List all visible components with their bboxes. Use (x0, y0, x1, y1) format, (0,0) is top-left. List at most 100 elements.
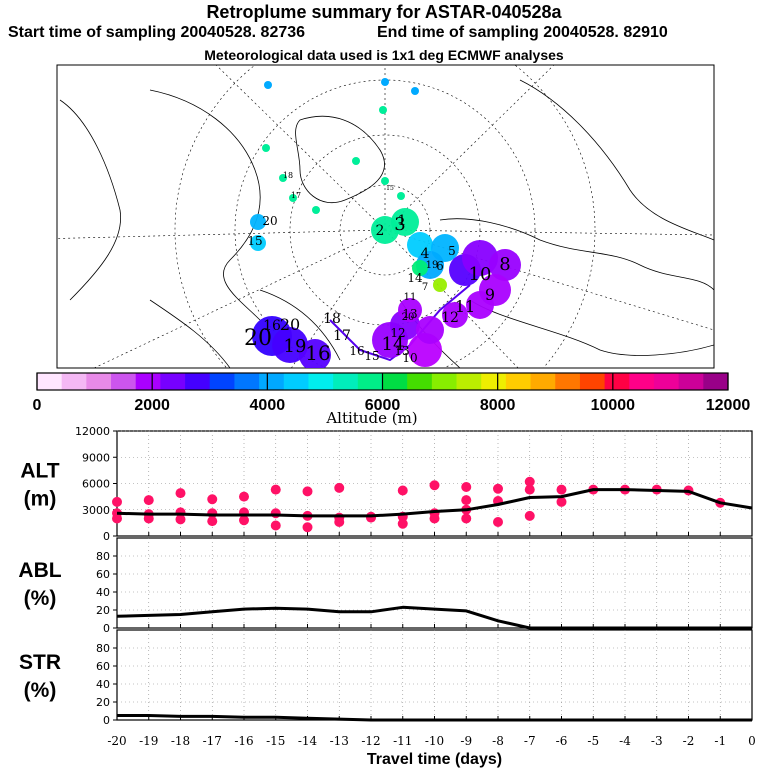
plume-cluster-marker (250, 235, 266, 251)
altitude-sample-point (239, 491, 249, 502)
y-tick-label: 20 (96, 604, 110, 617)
altitude-sample-point (302, 486, 313, 497)
colorbar-segment (86, 373, 112, 390)
plume-cluster-marker (299, 339, 331, 368)
altitude-sample-point (207, 516, 218, 527)
y-tick-label: 60 (96, 568, 110, 581)
plume-small-marker (264, 81, 272, 89)
altitude-sample-point (175, 488, 186, 499)
altitude-sample-point (270, 520, 281, 531)
x-tick-label: -10 (425, 734, 444, 748)
panel-abl: 0 20 40 60 80 ABL (%) (18, 537, 753, 635)
plume-small-marker (379, 106, 387, 114)
plume-day-label: 20 (244, 326, 272, 351)
colorbar-tick-label: 6000 (365, 397, 401, 414)
plume-small-marker (312, 206, 320, 214)
colorbar-segment (234, 373, 260, 390)
colorbar-segment (185, 373, 211, 390)
colorbar-segment (283, 373, 309, 390)
y-tick-label: 0 (103, 530, 110, 543)
colorbar-segment (382, 373, 408, 390)
plume-day-label: 15 (386, 185, 394, 192)
plume-day-label: 12 (441, 310, 459, 326)
met-data-note: Meteorological data used is 1x1 deg ECMW… (204, 47, 564, 63)
plume-day-label: 15 (364, 349, 379, 363)
x-tick-label: -9 (460, 734, 472, 748)
altitude-sample-point (112, 496, 122, 507)
colorbar-segment (37, 373, 63, 390)
series-line-abl (116, 605, 752, 630)
colorbar-segment (555, 373, 581, 390)
plume-day-label: 19 (426, 260, 439, 271)
x-tick-label: -19 (139, 734, 158, 748)
y-tick-label: 80 (96, 550, 110, 563)
plume-day-label: 1 (398, 213, 407, 229)
plume-day-label: 3 (394, 214, 405, 235)
altitude-sample-point (112, 513, 122, 524)
altitude-sample-point (493, 483, 503, 494)
altitude-sample-point (429, 513, 440, 524)
colorbar-tick-label: 10000 (591, 397, 636, 414)
y-axis-label: STR (19, 651, 61, 674)
altitude-sample-point (397, 485, 408, 496)
plume-day-label: 20 (402, 312, 415, 323)
colorbar-tick-label: 4000 (250, 397, 286, 414)
plume-day-label: 18 (323, 311, 341, 327)
sampling-times: Start time of sampling 20040528. 82736 E… (8, 24, 768, 42)
colorbar-segment (111, 373, 137, 390)
colorbar-segment (160, 373, 186, 390)
plume-cluster-marker (433, 278, 447, 292)
x-tick-label: -12 (361, 734, 380, 748)
plume-day-label: 18 (283, 171, 293, 180)
plume-day-label: 10 (469, 264, 492, 285)
colorbar-segment (678, 373, 704, 390)
altitude-sample-point (524, 510, 535, 521)
altitude-sample-point (302, 522, 313, 533)
plume-day-label: 20 (280, 315, 300, 334)
y-axis-label: (%) (24, 679, 57, 702)
altitude-sample-point (556, 484, 567, 495)
y-axis-label: ALT (20, 460, 59, 483)
plume-cluster-marker (250, 214, 266, 230)
plume-small-marker (411, 87, 419, 95)
x-tick-label: -20 (107, 734, 126, 748)
altitude-sample-point (239, 515, 249, 526)
colorbar-segment (333, 373, 359, 390)
plume-day-label: 12 (390, 326, 405, 340)
plume-day-label: 5 (448, 244, 456, 258)
colorbar-segment (259, 373, 285, 390)
plume-day-label: 7 (422, 282, 428, 293)
x-tick-label: 0 (748, 734, 756, 748)
plume-day-label: 11 (404, 292, 417, 303)
colorbar-tick-labels: 0 2000 4000 6000 8000 10000 12000 (33, 397, 751, 414)
plume-day-label: 14 (407, 271, 423, 285)
y-tick-label: 60 (96, 660, 110, 673)
plume-cluster-marker (489, 249, 521, 281)
colorbar-tick-label: 8000 (480, 397, 516, 414)
altitude-sample-point (429, 480, 440, 491)
altitude-sample-point (334, 482, 345, 493)
colorbar-tick-label: 0 (33, 397, 42, 414)
plume-day-label: 16 (305, 341, 330, 365)
colorbar-segment (579, 373, 606, 390)
plume-small-marker (279, 174, 287, 182)
x-tick-label: -3 (651, 734, 663, 748)
end-time: End time of sampling 20040528. 82910 (377, 24, 668, 41)
altitude-sample-point (270, 484, 281, 495)
altitude-sample-point (175, 514, 186, 525)
start-time: Start time of sampling 20040528. 82736 (8, 24, 306, 41)
plume-small-marker (262, 144, 270, 152)
plume-day-label: 20 (262, 214, 277, 228)
x-tick-label: -4 (619, 734, 631, 748)
x-tick-label: -8 (492, 734, 504, 748)
y-tick-label: 0 (103, 714, 110, 727)
altitude-sample-point (461, 495, 472, 506)
plume-small-marker (381, 78, 389, 86)
plume-cluster-marker (462, 240, 498, 276)
y-axis-label: (%) (24, 587, 57, 610)
altitude-sample-point (524, 476, 535, 487)
colorbar-segment (308, 373, 334, 390)
x-tick-label: -16 (234, 734, 253, 748)
